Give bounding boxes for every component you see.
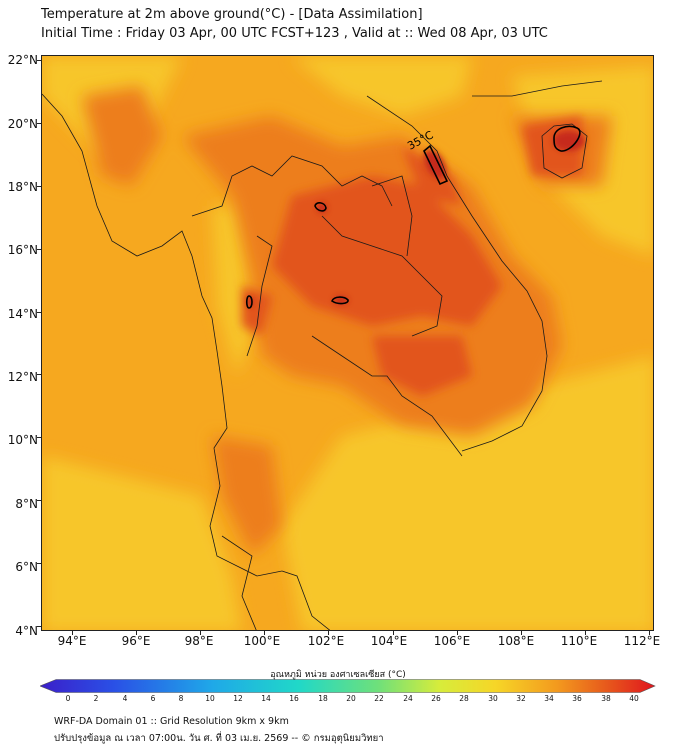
lon-tick [200, 631, 201, 635]
lon-label-108e: 108°E [497, 634, 535, 648]
lon-tick [136, 631, 137, 635]
lon-tick [457, 631, 458, 635]
lat-label-20n: 20°N [7, 117, 38, 131]
lon-label-112e: 112°E [623, 634, 661, 648]
colorbar-label: 16 [289, 694, 299, 703]
lat-label-16n: 16°N [7, 243, 38, 257]
lon-tick [585, 631, 586, 635]
lon-label-98e: 98°E [184, 634, 214, 648]
map-title: Temperature at 2m above ground(°C) - [Da… [41, 7, 423, 22]
colorbar-label: 34 [544, 694, 554, 703]
lon-label-94e: 94°E [57, 634, 87, 648]
colorbar-label: 38 [601, 694, 611, 703]
colorbar-label: 12 [233, 694, 243, 703]
hottest-spots [247, 131, 585, 307]
lon-tick [264, 631, 265, 635]
lat-tick [37, 123, 41, 124]
lat-tick [37, 437, 41, 438]
lon-label-100e: 100°E [243, 634, 281, 648]
lat-tick [37, 186, 41, 187]
lat-tick [37, 60, 41, 61]
lat-label-12n: 12°N [7, 370, 38, 384]
colorbar-label: 10 [205, 694, 215, 703]
forecast-time-subtitle: Initial Time : Friday 03 Apr, 00 UTC FCS… [41, 26, 548, 41]
colorbar-label: 32 [516, 694, 526, 703]
colorbar-label: 2 [93, 694, 99, 703]
colorbar-label: 36 [572, 694, 582, 703]
lat-label-22n: 22°N [7, 53, 38, 67]
lon-tick [72, 631, 73, 635]
lat-tick [37, 249, 41, 250]
colorbar-label: 30 [488, 694, 498, 703]
colorbar-label: 6 [150, 694, 156, 703]
lat-tick [37, 312, 41, 313]
lon-tick [328, 631, 329, 635]
lat-tick [37, 563, 41, 564]
lon-label-96e: 96°E [121, 634, 151, 648]
lon-tick [649, 631, 650, 635]
colorbar-label: 4 [122, 694, 128, 703]
lat-label-4n: 4°N [15, 624, 38, 638]
footer-update-info: ปรับปรุงข้อมูล ณ เวลา 07:00น. วัน ศ. ที่… [54, 733, 384, 744]
footer-model-info: WRF-DA Domain 01 :: Grid Resolution 9km … [54, 716, 289, 727]
colorbar-label: 24 [403, 694, 413, 703]
colorbar-label: 20 [346, 694, 356, 703]
colorbar-title: อุณหภูมิ หน่วย องศาเซลเซียส (°C) [270, 670, 406, 680]
colorbar-label: 22 [374, 694, 384, 703]
colorbar-label: 26 [431, 694, 441, 703]
temperature-field: 35°C [42, 56, 653, 630]
temperature-contours [245, 125, 581, 309]
colorbar-label: 14 [261, 694, 271, 703]
lon-label-102e: 102°E [307, 634, 345, 648]
colorbar-label: 40 [629, 694, 639, 703]
temperature-colorbar [40, 679, 656, 693]
coastlines-and-borders [42, 80, 603, 630]
lat-tick [37, 374, 41, 375]
lat-label-8n: 8°N [15, 497, 38, 511]
lon-label-106e: 106°E [433, 634, 471, 648]
temperature-map: 35°C [41, 55, 654, 631]
lat-label-6n: 6°N [15, 560, 38, 574]
lon-tick [393, 631, 394, 635]
lat-tick [37, 500, 41, 501]
colorbar-label: 28 [459, 694, 469, 703]
lat-label-14n: 14°N [7, 307, 38, 321]
lon-label-104e: 104°E [370, 634, 408, 648]
colorbar-label: 18 [318, 694, 328, 703]
lon-label-110e: 110°E [560, 634, 598, 648]
lat-label-18n: 18°N [7, 180, 38, 194]
colorbar-label: 8 [178, 694, 184, 703]
lon-tick [521, 631, 522, 635]
lat-tick [37, 626, 41, 627]
colorbar-label: 0 [65, 694, 71, 703]
lat-label-10n: 10°N [7, 433, 38, 447]
